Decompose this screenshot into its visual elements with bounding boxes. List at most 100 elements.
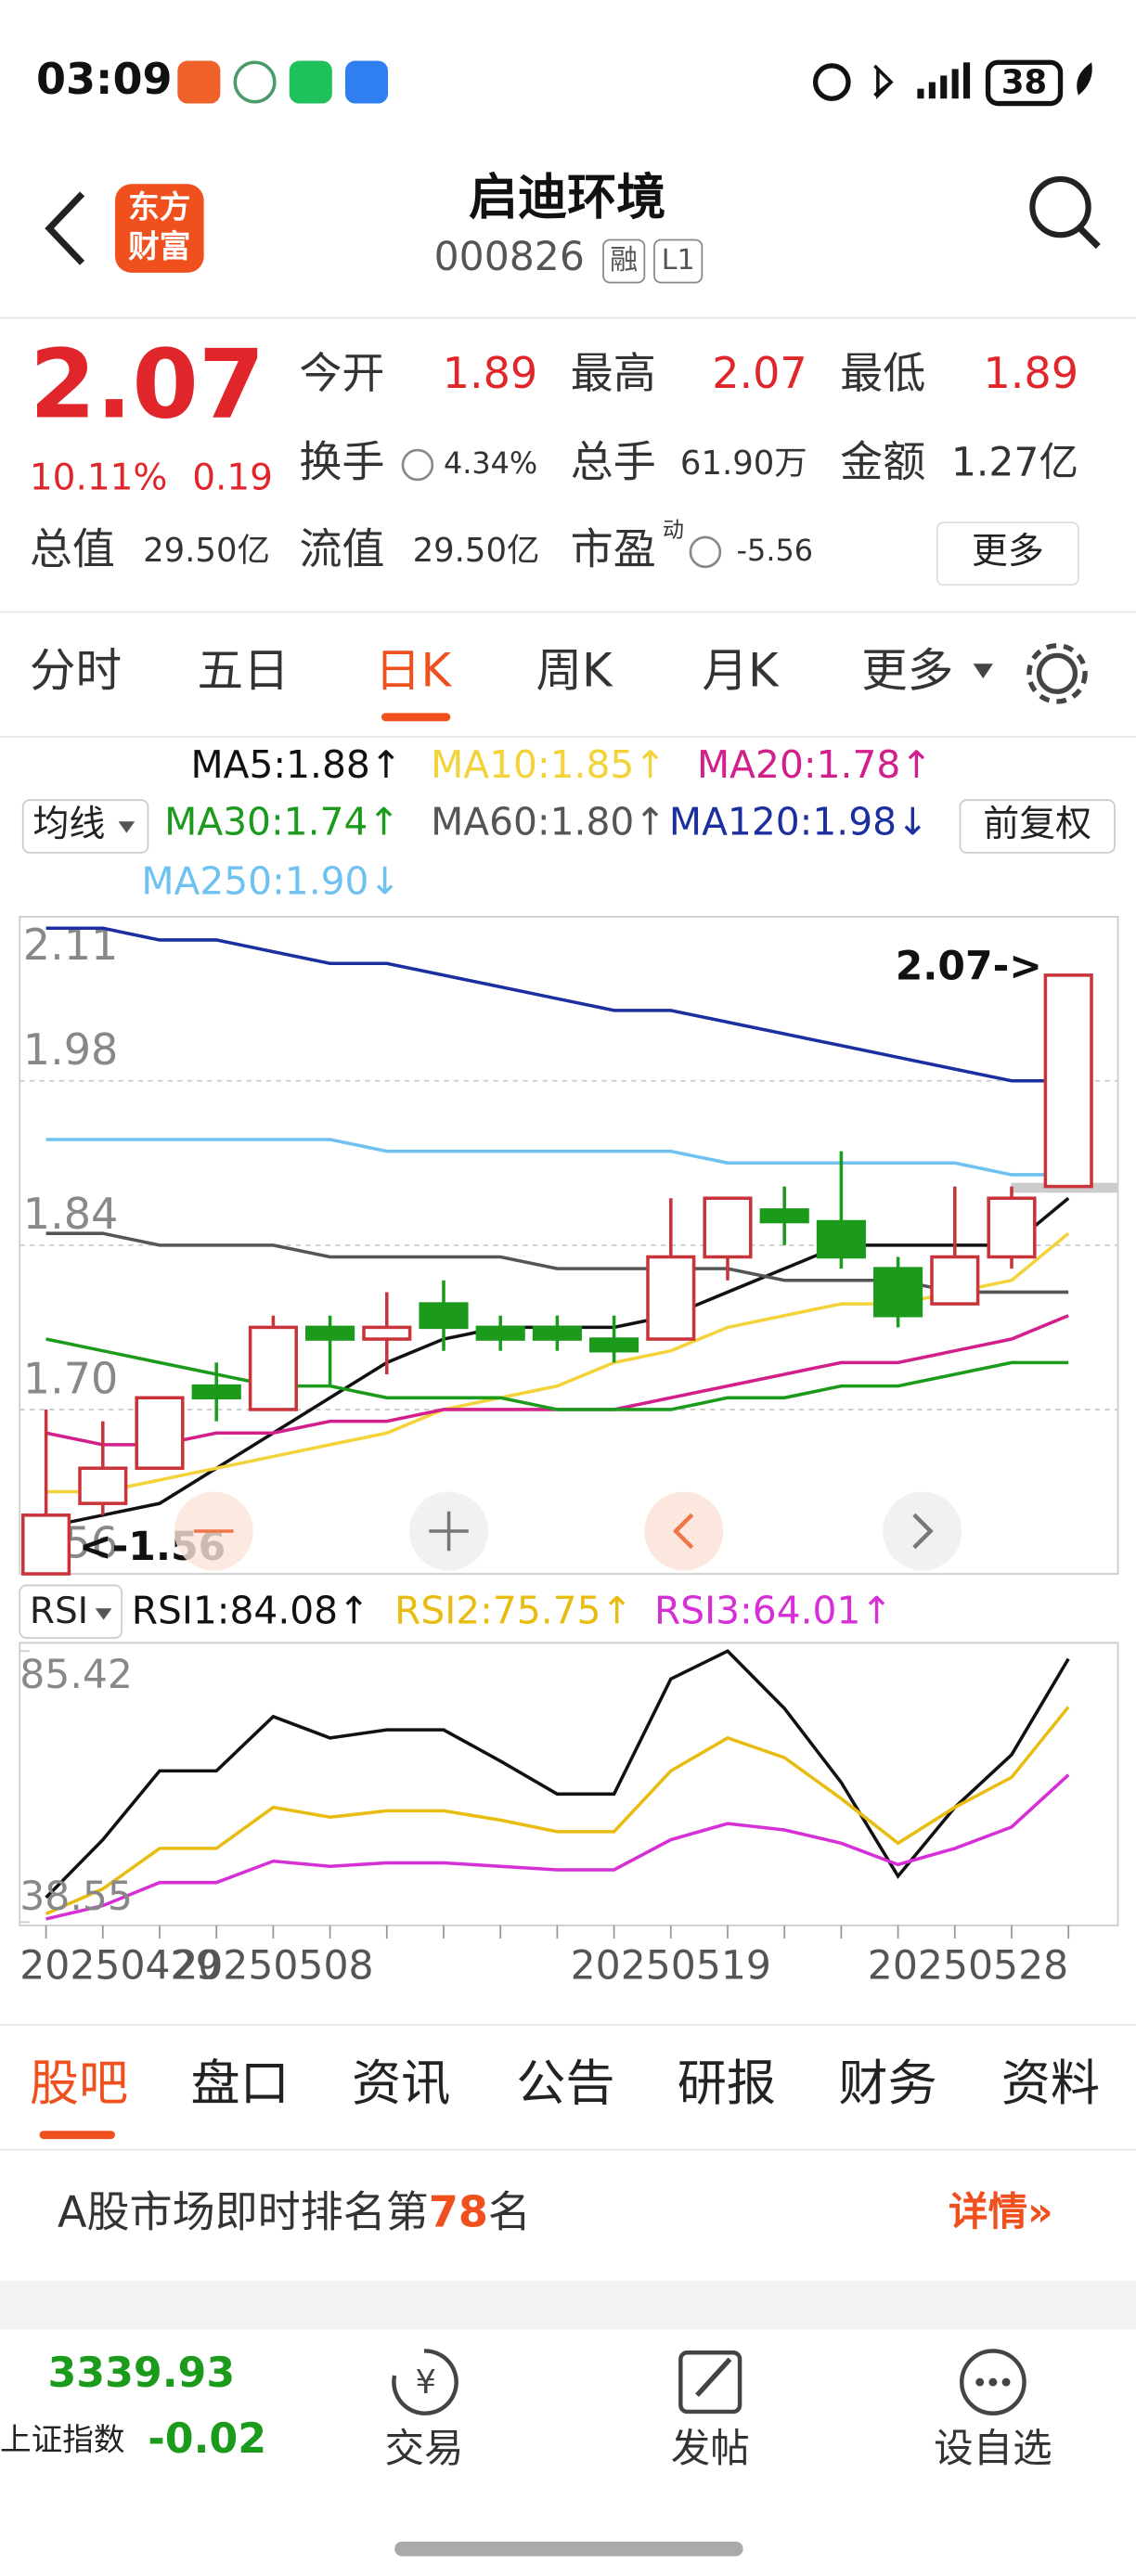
candle-body	[1043, 973, 1093, 1189]
ma-line	[45, 1138, 1069, 1177]
trade-button[interactable]: ¥ 交易	[384, 2349, 464, 2472]
button-label: 交易	[384, 2427, 463, 2472]
tab[interactable]: 周K	[536, 643, 613, 697]
field-value: 4.34%	[444, 445, 537, 481]
rsi-selector[interactable]	[19, 1584, 123, 1639]
tab-underline	[39, 2131, 115, 2140]
legend-entry: MA120:1.98↓	[669, 800, 928, 844]
prev-button[interactable]	[644, 1491, 724, 1571]
dropdown-arrow	[118, 821, 136, 833]
stock-code: 000826	[434, 235, 585, 280]
divider	[0, 316, 1136, 319]
tab[interactable]: 财务	[838, 2054, 936, 2112]
dropdown-arrow	[95, 1608, 112, 1620]
candle-body	[362, 1325, 412, 1341]
tab[interactable]: 五日	[198, 643, 290, 697]
legend-entry: MA250:1.90↓	[141, 858, 400, 903]
battery-level: 38	[1001, 63, 1047, 101]
tab[interactable]: 资讯	[352, 2054, 450, 2112]
ma-selector[interactable]	[21, 799, 149, 854]
candle-body	[21, 1513, 71, 1576]
tab[interactable]: 公告	[516, 2054, 614, 2112]
control-icon	[672, 1513, 694, 1550]
y-tick-label: 85.42	[19, 1653, 133, 1698]
candle-body	[532, 1325, 582, 1341]
home-indicator	[394, 2541, 743, 2557]
tab[interactable]: 月K	[702, 643, 780, 697]
candle-body	[135, 1396, 185, 1470]
pe-superscript: 动	[663, 518, 684, 542]
field-value: 29.50亿	[143, 532, 270, 570]
logo-text: 财富	[128, 228, 190, 264]
stock-name: 启迪环境	[469, 169, 666, 226]
legend-entry: MA10:1.85↑	[431, 742, 665, 787]
rank-text: A股市场即时排名第78名	[58, 2186, 531, 2236]
tab-active[interactable]: 日K	[375, 643, 453, 697]
tab[interactable]: 研报	[678, 2054, 776, 2112]
logo	[114, 184, 204, 273]
app-icon	[177, 60, 221, 104]
rsi-frame	[19, 1642, 1119, 1926]
ma-selector-text: 均线	[32, 804, 105, 845]
legend-entry: MA20:1.78↑	[697, 742, 932, 787]
next-button[interactable]	[883, 1491, 962, 1571]
details-link[interactable]: 详情»	[949, 2190, 1052, 2235]
field-label: 市盈	[571, 523, 656, 573]
ma-line	[45, 1196, 1070, 1529]
x-tick-label: 20250528	[868, 1943, 1068, 1989]
tab[interactable]: 资料	[1001, 2054, 1100, 2112]
tab[interactable]: 更多	[861, 643, 953, 697]
x-tick-label: 20250519	[571, 1943, 771, 1989]
tab[interactable]: 盘口	[190, 2054, 289, 2112]
more-button[interactable]	[936, 522, 1079, 586]
info-icon[interactable]	[401, 448, 722, 569]
field-value: 2.07	[712, 348, 807, 398]
candle-body	[305, 1325, 355, 1341]
field-label: 换手	[299, 437, 384, 487]
bluetooth-icon	[873, 64, 894, 99]
watchlist-button[interactable]: 设自选	[934, 2349, 1052, 2472]
y-tick-label: 1.98	[23, 1024, 119, 1075]
spacer	[0, 2280, 1136, 2330]
back-button[interactable]	[45, 191, 85, 265]
rank-number: 78	[429, 2186, 488, 2236]
tab-active[interactable]: 股吧	[30, 2054, 128, 2112]
field-label: 总手	[571, 437, 656, 487]
candle-body	[419, 1302, 469, 1330]
divider	[0, 2148, 1136, 2151]
rank-suffix: 名	[488, 2186, 531, 2236]
legend-entry: RSI3:64.01↑	[654, 1589, 893, 1633]
x-tick-label: 20250508	[173, 1943, 373, 1989]
ma-line	[45, 926, 1069, 1083]
y-tick-label: 1.84	[23, 1189, 119, 1239]
legend-entry: MA5:1.88↑	[190, 742, 401, 787]
post-button[interactable]: 发帖	[671, 2351, 750, 2472]
tab[interactable]: 分时	[30, 643, 122, 697]
logo-text: 东方	[128, 188, 190, 225]
candle-body	[191, 1384, 241, 1400]
divider	[0, 2024, 1136, 2026]
divider	[0, 736, 1136, 738]
clock: 03:09	[36, 54, 173, 104]
app-icon	[233, 60, 277, 104]
field-label: 今开	[299, 348, 384, 398]
field-value: 1.89	[983, 348, 1078, 398]
settings-button[interactable]	[1026, 643, 1088, 704]
tab-underline	[381, 713, 451, 722]
field-value: 1.27亿	[951, 441, 1078, 486]
candle-body	[248, 1325, 298, 1411]
x-tick-label: 20250429	[19, 1943, 220, 1989]
search-button[interactable]	[1029, 175, 1101, 250]
field-value: 1.89	[443, 348, 538, 398]
adjust-button[interactable]	[959, 799, 1116, 854]
legend-entry: RSI2:75.75↑	[394, 1589, 633, 1633]
rsi-selector-text: RSI	[30, 1591, 88, 1632]
dropdown-arrow	[973, 663, 993, 679]
field-value: -5.56	[737, 533, 813, 568]
change: 0.19	[192, 457, 273, 498]
more-text: 更多	[972, 531, 1044, 573]
control-icon	[429, 1511, 469, 1552]
rank-prefix: A股市场即时排名第	[58, 2186, 429, 2236]
y-tick-label: 1.70	[23, 1353, 119, 1403]
